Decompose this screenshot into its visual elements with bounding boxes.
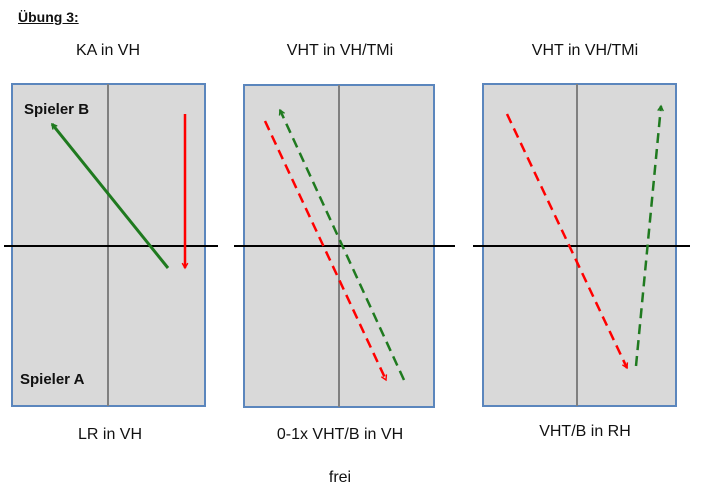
panel-3-bottom-label: VHT/B in RH: [539, 423, 631, 440]
player-b-label: Spieler B: [24, 101, 90, 118]
panel-1-top-label: KA in VH: [75, 42, 141, 59]
panel-1-green-arrow: [50, 124, 170, 269]
panel-3-top-label: VHT in VH/TMi: [531, 42, 639, 59]
panel-2-bottom-label: 0-1x VHT/B in VH: [276, 426, 404, 443]
panel-2-top-label: VHT in VH/TMi: [286, 42, 394, 59]
panel-2-green-arrow: [280, 110, 406, 381]
panel-3-green-arrow: [634, 106, 661, 367]
panel-1-bottom-label: LR in VH: [77, 426, 143, 443]
exercise-heading: Übung 3:: [18, 9, 79, 25]
footer-label: frei: [328, 469, 352, 486]
player-a-label: Spieler A: [20, 371, 85, 388]
